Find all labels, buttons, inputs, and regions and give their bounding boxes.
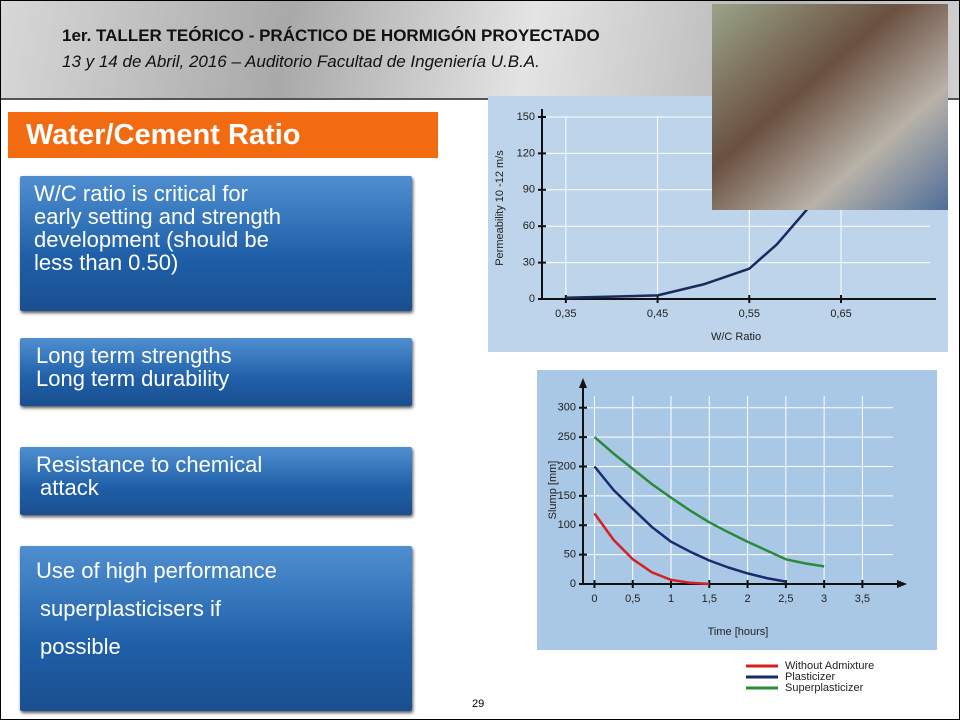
y-tick-label: 90 — [523, 184, 535, 196]
bullet-line: Long term strengths — [36, 343, 232, 368]
photo — [712, 4, 948, 210]
x-tick-label: 1,5 — [702, 593, 717, 605]
y-tick-label: 200 — [558, 460, 576, 472]
x-tick-label: 1 — [668, 593, 674, 605]
x-tick-label: 0,45 — [647, 308, 668, 320]
legend-label: Superplasticizer — [785, 682, 864, 694]
y-tick-label: 0 — [529, 293, 535, 305]
x-tick-label: 0,65 — [830, 308, 851, 320]
bullet-line: W/C ratio is critical for — [34, 181, 248, 206]
bullet-line: Long term durability — [36, 366, 230, 391]
x-axis-label: W/C Ratio — [711, 331, 761, 343]
y-axis-label: Slump [mm] — [547, 461, 559, 520]
y-tick-label: 50 — [564, 549, 576, 561]
x-tick-label: 0,55 — [739, 308, 760, 320]
legend-label: Plasticizer — [785, 671, 835, 683]
y-tick-label: 60 — [523, 220, 535, 232]
y-tick-label: 300 — [558, 402, 576, 414]
x-tick-label: 3 — [821, 593, 827, 605]
series-line — [593, 465, 787, 583]
bullet-line: Use of high performance — [36, 558, 277, 583]
bullet-box: Resistance to chemical attack — [20, 447, 412, 515]
bullet-line: superplasticisers if — [40, 596, 221, 621]
legend-label: Without Admixture — [785, 660, 874, 672]
y-axis-label: Permeability 10 -12 m/s — [494, 150, 506, 266]
bullet-box: Use of high performance superplasticisers… — [20, 546, 412, 711]
bullet-line: possible — [40, 634, 121, 659]
bullet-box: W/C ratio is critical for early setting a… — [20, 176, 412, 311]
y-tick-label: 150 — [558, 490, 576, 502]
y-tick-label: 150 — [517, 111, 535, 123]
series-line — [593, 436, 825, 568]
bullet-line: attack — [40, 475, 99, 500]
x-tick-label: 0 — [591, 593, 597, 605]
bullet-line: less than 0.50) — [34, 250, 179, 275]
y-tick-label: 120 — [517, 147, 535, 159]
bullet-box: Long term strengths Long term durability — [20, 338, 412, 406]
x-axis-label: Time [hours] — [708, 626, 769, 638]
y-tick-label: 0 — [570, 578, 576, 590]
section-title: Water/Cement Ratio — [8, 112, 438, 158]
y-tick-label: 100 — [558, 519, 576, 531]
page-number: 29 — [472, 698, 485, 710]
y-tick-label: 250 — [558, 431, 576, 443]
bullet-line: Resistance to chemical — [36, 452, 263, 477]
bullet-line: development (should be — [34, 227, 269, 252]
series-line — [593, 512, 710, 586]
y-tick-label: 30 — [523, 257, 535, 269]
arrow — [579, 378, 587, 388]
x-tick-label: 3,5 — [855, 593, 870, 605]
header-subtitle: 13 y 14 de Abril, 2016 – Auditorio Facul… — [62, 52, 540, 71]
x-tick-label: 2,5 — [778, 593, 793, 605]
bullet-line: early setting and strength — [34, 204, 282, 229]
arrow — [897, 580, 907, 588]
chart-panel — [537, 370, 937, 650]
x-tick-label: 0,35 — [555, 308, 576, 320]
x-tick-label: 2 — [745, 593, 751, 605]
header-title: 1er. TALLER TEÓRICO - PRÁCTICO DE HORMIG… — [62, 26, 600, 45]
x-tick-label: 0,5 — [625, 593, 640, 605]
